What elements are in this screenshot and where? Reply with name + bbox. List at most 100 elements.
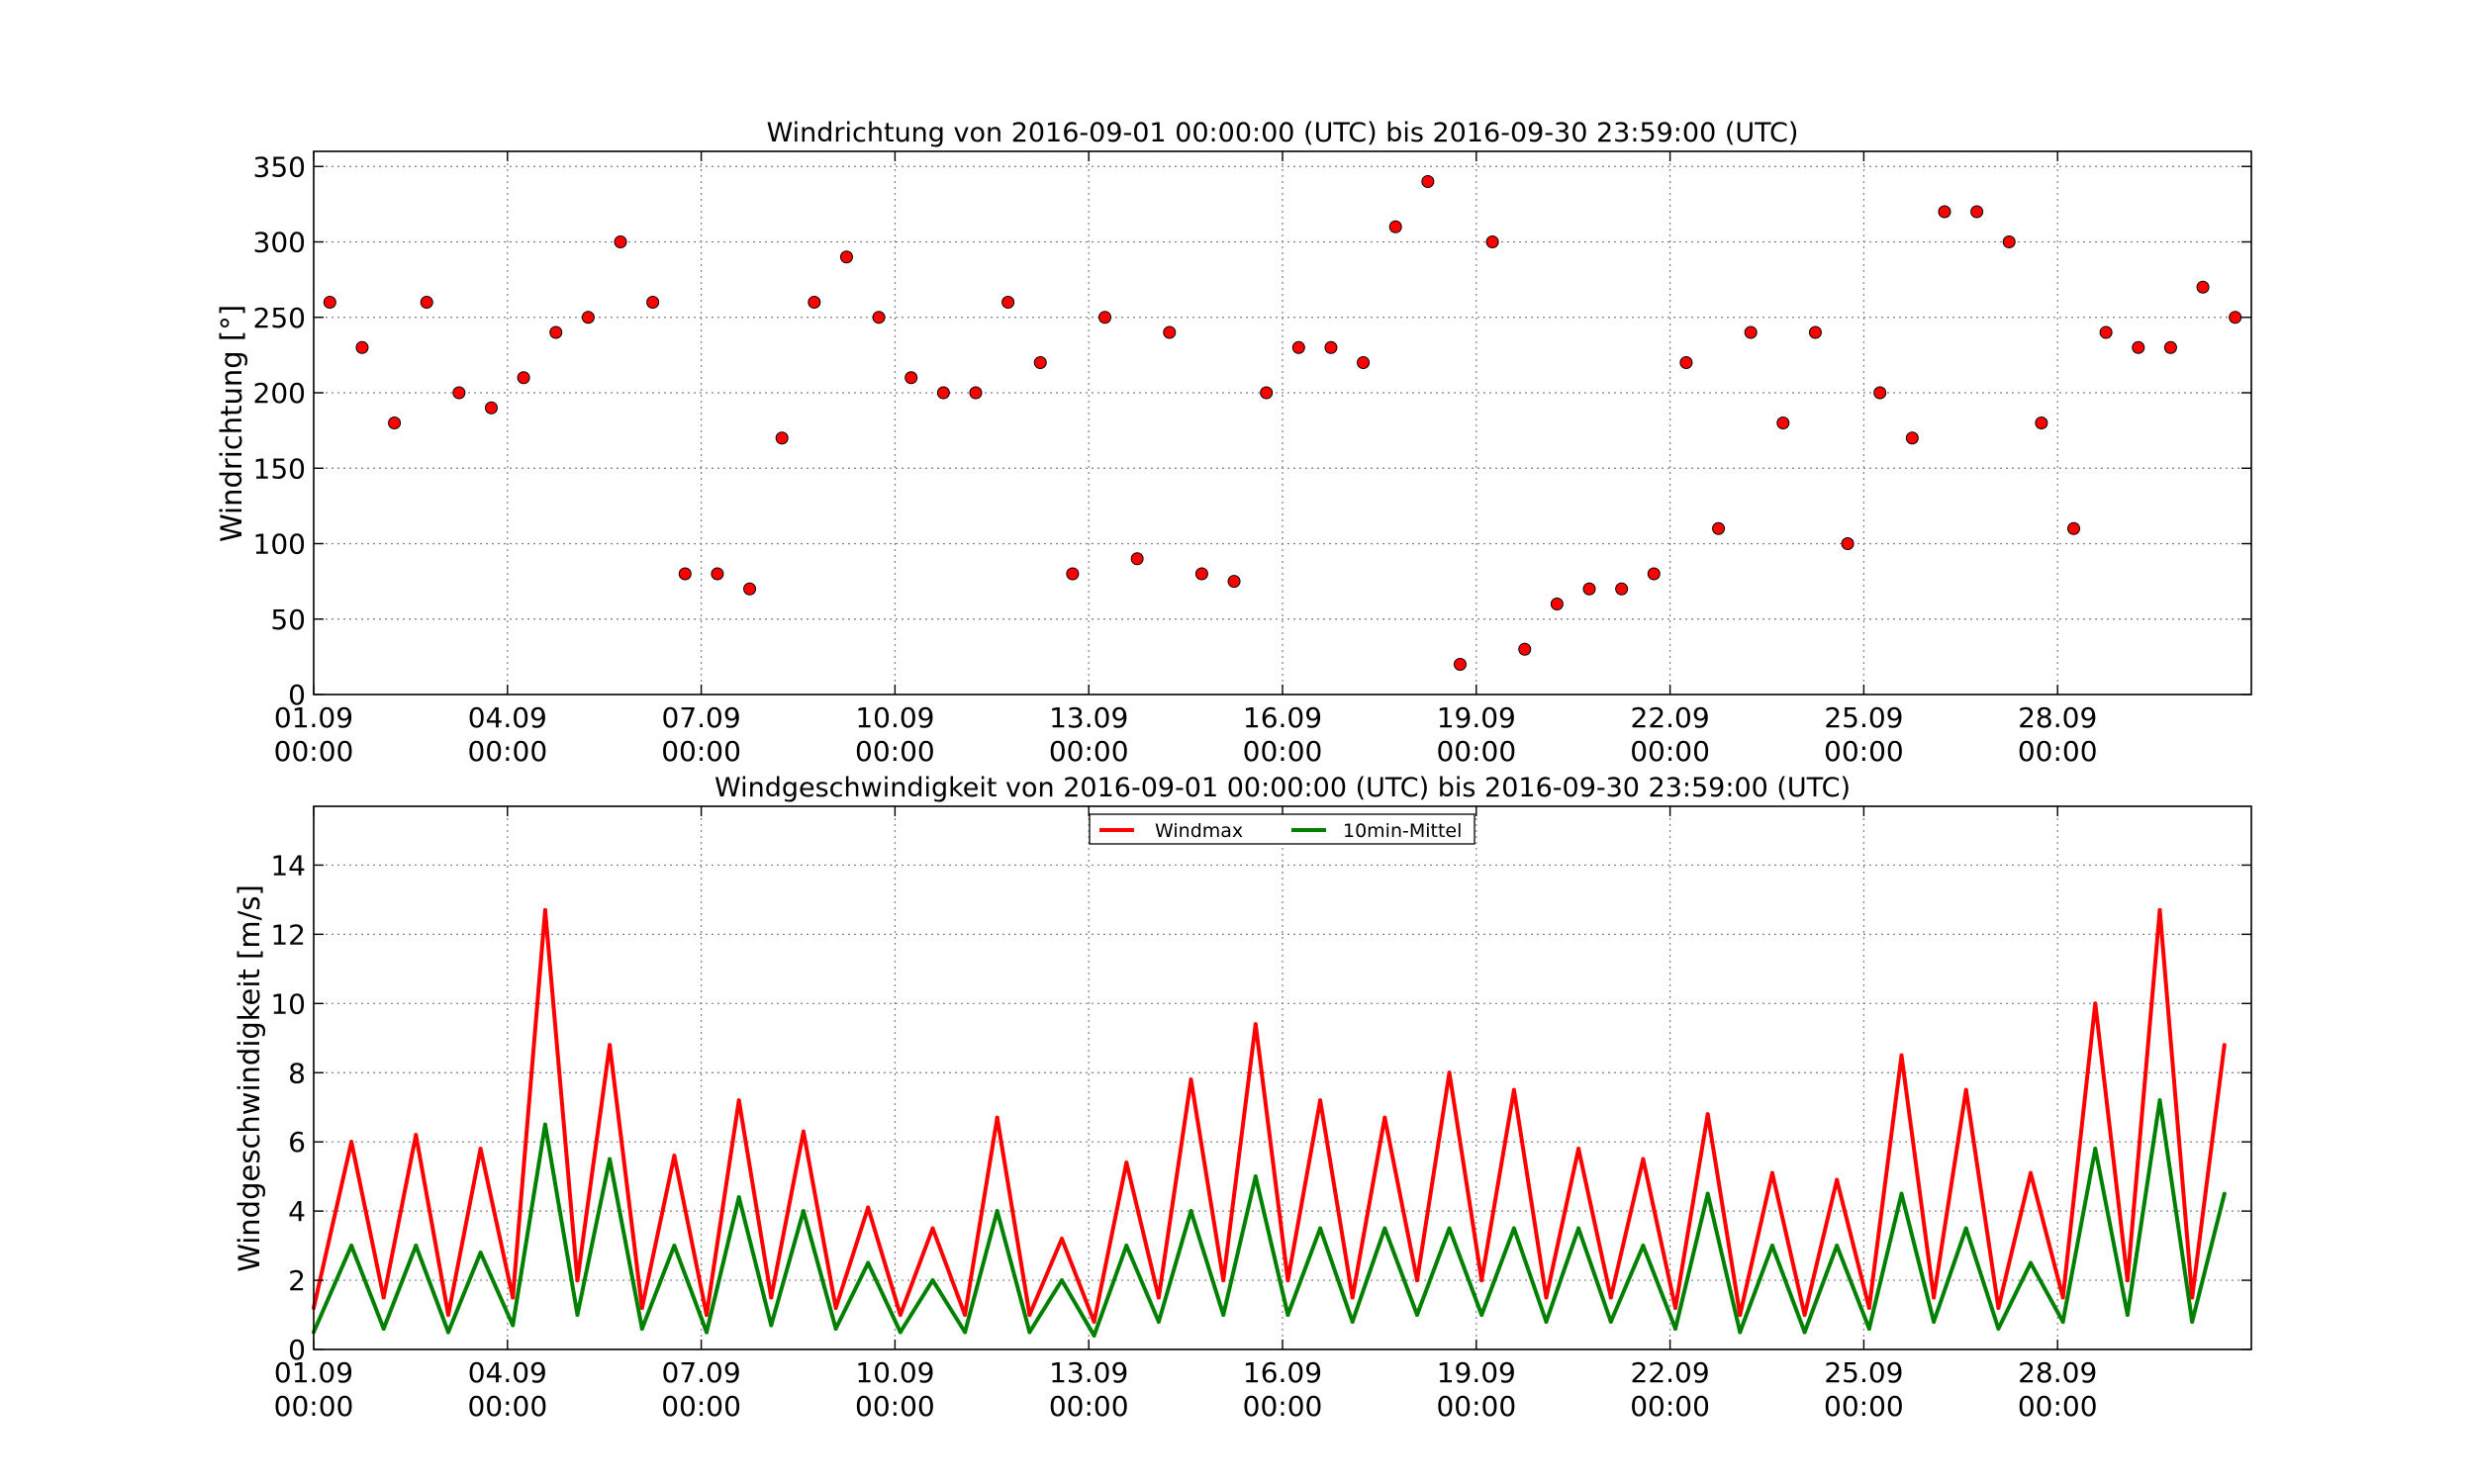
series-point-windmax xyxy=(2125,1278,2130,1283)
series-point-10min-mittel xyxy=(1285,1313,1290,1318)
wind-direction-point xyxy=(1744,325,1758,339)
series-point-10min-mittel xyxy=(1124,1244,1129,1249)
wind-direction-point xyxy=(2132,340,2145,354)
series-point-10min-mittel xyxy=(769,1323,774,1328)
wind-direction-xtick-time: 00:00 xyxy=(1049,735,1129,768)
series-point-windmax xyxy=(705,1313,710,1318)
series-point-windmax xyxy=(1608,1295,1613,1300)
series-point-10min-mittel xyxy=(1027,1330,1032,1335)
series-point-10min-mittel xyxy=(414,1244,419,1249)
wind-direction-point xyxy=(1227,575,1241,589)
wind-speed-xtick-date: 01.09 xyxy=(274,1356,353,1389)
series-point-windmax xyxy=(349,1140,354,1145)
wind-direction-point xyxy=(1615,582,1629,596)
series-point-10min-mittel xyxy=(639,1327,644,1332)
series-point-10min-mittel xyxy=(963,1330,968,1335)
wind-direction-ytick-label: 150 xyxy=(253,452,306,485)
wind-direction-point xyxy=(1163,325,1177,339)
series-point-10min-mittel xyxy=(1899,1191,1904,1196)
series-point-windmax xyxy=(1641,1157,1646,1161)
wind-speed-grid xyxy=(314,806,2251,1349)
series-line-windmax xyxy=(312,907,2227,1324)
series-point-10min-mittel xyxy=(1835,1244,1840,1249)
wind-speed-xtick-time: 00:00 xyxy=(1243,1390,1323,1423)
wind-direction-point xyxy=(2099,325,2113,339)
series-point-10min-mittel xyxy=(2029,1260,2034,1265)
wind-direction-ytick-label: 100 xyxy=(253,528,306,561)
wind-direction-xtick-time: 00:00 xyxy=(1436,735,1516,768)
wind-speed-ytick-label: 0 xyxy=(288,1334,306,1366)
wind-direction-point xyxy=(1938,205,1951,219)
wind-direction-point xyxy=(323,296,336,309)
wind-direction-point xyxy=(1970,205,1984,219)
wind-direction-ytick-label: 50 xyxy=(270,603,306,636)
series-point-10min-mittel xyxy=(1092,1334,1096,1339)
series-point-10min-mittel xyxy=(349,1244,354,1249)
series-point-10min-mittel xyxy=(1253,1174,1258,1179)
series-point-windmax xyxy=(1866,1306,1871,1311)
wind-direction-point xyxy=(1388,220,1402,233)
wind-speed-ytick-label: 8 xyxy=(288,1057,306,1089)
wind-speed-xtick-time: 00:00 xyxy=(855,1390,935,1423)
wind-direction-point xyxy=(1841,537,1855,550)
series-point-windmax xyxy=(1479,1278,1484,1283)
wind-direction-ytick-label: 0 xyxy=(288,679,306,711)
series-point-windmax xyxy=(1221,1278,1226,1283)
wind-direction-point xyxy=(646,296,660,309)
wind-direction-point xyxy=(420,296,433,309)
series-point-10min-mittel xyxy=(2093,1147,2098,1152)
legend: Windmax 10min-Mittel xyxy=(1089,813,1475,845)
wind-direction-xtick-time: 00:00 xyxy=(1824,735,1904,768)
series-point-10min-mittel xyxy=(445,1330,450,1335)
wind-direction-point xyxy=(1357,356,1371,369)
series-point-windmax xyxy=(1156,1295,1161,1300)
wind-speed-xtick-date: 10.09 xyxy=(855,1356,934,1389)
series-point-10min-mittel xyxy=(672,1244,677,1249)
wind-direction-xticks: 01.0900:0004.0900:0007.0900:0010.0900:00… xyxy=(274,151,2098,768)
series-point-10min-mittel xyxy=(801,1209,806,1214)
wind-direction-point xyxy=(1324,340,1338,354)
series-point-windmax xyxy=(1447,1070,1452,1075)
series-point-10min-mittel xyxy=(833,1327,838,1332)
wind-direction-xtick-time: 00:00 xyxy=(274,735,354,768)
wind-speed-xticks: 01.0900:0004.0900:0007.0900:0010.0900:00… xyxy=(274,806,2098,1423)
wind-direction-point xyxy=(484,401,498,415)
wind-direction-xtick-date: 13.09 xyxy=(1049,701,1128,734)
legend-10min-mittel-label: 10min-Mittel xyxy=(1343,820,1462,842)
wind-speed-ytick-label: 10 xyxy=(270,987,306,1020)
wind-speed-xtick-time: 00:00 xyxy=(2018,1390,2098,1423)
series-point-10min-mittel xyxy=(1866,1327,1871,1332)
wind-direction-point xyxy=(355,340,369,354)
series-point-10min-mittel xyxy=(1802,1330,1807,1335)
series-point-windmax xyxy=(769,1295,774,1300)
series-point-windmax xyxy=(511,1295,516,1300)
series-point-windmax xyxy=(478,1147,483,1152)
wind-direction-point xyxy=(388,417,402,429)
series-point-windmax xyxy=(898,1313,903,1318)
series-point-windmax xyxy=(1511,1087,1516,1092)
series-point-windmax xyxy=(1738,1313,1743,1318)
wind-direction-xtick-date: 10.09 xyxy=(855,701,934,734)
wind-direction-yticks: 0 50 100 150 200 250 300 350 xyxy=(253,150,2251,711)
series-point-windmax xyxy=(2093,1001,2098,1006)
wind-speed-xtick-date: 19.09 xyxy=(1437,1356,1516,1389)
wind-speed-xtick-time: 00:00 xyxy=(274,1390,354,1423)
wind-speed-xtick-time: 00:00 xyxy=(661,1390,741,1423)
wind-speed-xtick-time: 00:00 xyxy=(1824,1390,1904,1423)
wind-direction-point xyxy=(1453,658,1467,671)
wind-speed-xtick-date: 22.09 xyxy=(1631,1356,1710,1389)
series-point-windmax xyxy=(608,1043,613,1048)
series-point-10min-mittel xyxy=(1382,1226,1387,1231)
series-point-windmax xyxy=(1802,1313,1807,1318)
series-point-windmax xyxy=(1350,1295,1355,1300)
wind-direction-ytick-label: 250 xyxy=(253,302,306,334)
series-point-windmax xyxy=(1544,1295,1549,1300)
series-point-10min-mittel xyxy=(736,1195,741,1200)
wind-direction-point xyxy=(904,371,918,385)
wind-direction-point xyxy=(743,582,757,596)
series-point-10min-mittel xyxy=(1479,1313,1484,1318)
wind-direction-xtick-time: 00:00 xyxy=(1243,735,1323,768)
wind-direction-ytick-label: 200 xyxy=(253,377,306,410)
wind-direction-point xyxy=(1905,431,1919,445)
